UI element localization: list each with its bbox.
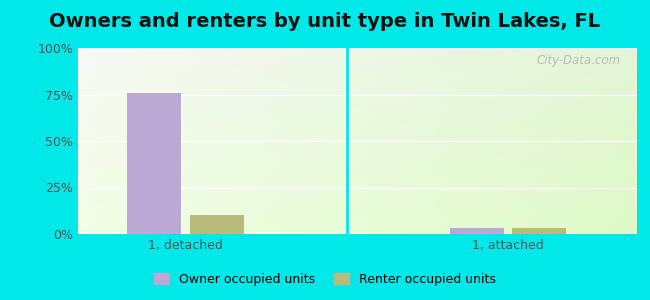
Bar xyxy=(127,93,181,234)
Text: Owners and renters by unit type in Twin Lakes, FL: Owners and renters by unit type in Twin … xyxy=(49,12,601,31)
Bar xyxy=(190,215,244,234)
Legend: Owner occupied units, Renter occupied units: Owner occupied units, Renter occupied un… xyxy=(149,268,501,291)
Bar xyxy=(450,228,504,234)
Bar xyxy=(512,228,566,234)
Text: City-Data.com: City-Data.com xyxy=(536,54,620,67)
